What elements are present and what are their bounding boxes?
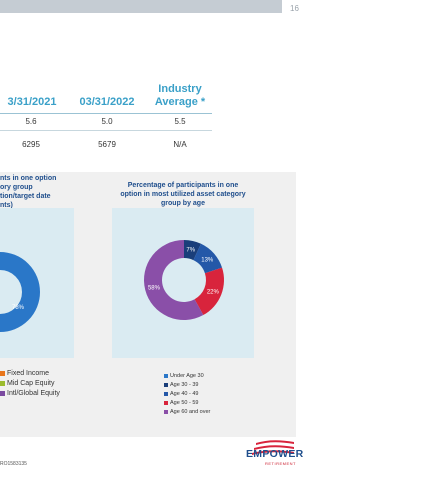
table-cell: 6295: [22, 140, 40, 149]
empower-logo-icon: [252, 440, 294, 455]
logo-wordmark: EMPOWER: [246, 448, 304, 460]
table-cell: 5679: [98, 140, 116, 149]
legend-swatch: [164, 400, 168, 405]
donut-slice: [193, 243, 223, 274]
donut-slice-label: 13%: [201, 257, 214, 263]
table-header-divider: [0, 113, 212, 114]
page-number: 16: [290, 4, 299, 13]
left-donut: [0, 252, 40, 332]
legend-swatch: [0, 380, 5, 386]
right-legend-item: Age 50 - 59: [164, 400, 198, 406]
left-donut-label: 78%: [12, 305, 25, 311]
col-header-2022: 03/31/2022: [79, 96, 135, 108]
right-legend-item: Under Age 30: [164, 373, 204, 379]
age-donut-chart: 7% 13% 22% 58%: [144, 240, 224, 320]
right-legend-item: Age 30 - 39: [164, 382, 198, 388]
donut-slice-label: 22%: [207, 289, 220, 295]
right-chart-title: Percentage of participants in one option…: [120, 182, 246, 207]
legend-swatch: [164, 409, 168, 414]
donut-slice-label: 58%: [148, 286, 161, 292]
header-bar: [0, 0, 282, 13]
right-chart-area: [112, 208, 254, 358]
col-header-industry-average: Industry Average *: [154, 83, 206, 108]
right-legend-item: Age 60 and over: [164, 409, 210, 415]
legend-swatch: [0, 390, 5, 396]
legend-swatch: [0, 370, 5, 376]
right-legend-item: Age 40 - 49: [164, 391, 198, 397]
left-legend-item: Mid Cap Equity: [0, 380, 54, 387]
table-row-divider: [0, 130, 212, 131]
left-legend-item: Intl/Global Equity: [0, 390, 60, 397]
donut-slice: [184, 240, 202, 261]
left-chart-title: nts in one option ory group tion/target …: [0, 175, 57, 209]
logo-subtitle: RETIREMENT: [265, 461, 296, 466]
table-cell: 5.0: [101, 117, 113, 126]
left-donut-ring: [0, 252, 40, 332]
donut-slice: [144, 240, 204, 320]
legend-swatch: [164, 382, 168, 387]
col-header-2021: 3/31/2021: [7, 96, 57, 108]
legend-swatch: [164, 373, 168, 378]
footer-code: RO1583135: [0, 461, 27, 467]
legend-swatch: [164, 391, 168, 396]
table-cell: 5.6: [25, 117, 37, 126]
left-legend-item: Fixed Income: [0, 370, 49, 377]
donut-slice-label: 7%: [186, 248, 195, 254]
table-cell: N/A: [173, 140, 187, 149]
table-cell: 5.5: [174, 117, 186, 126]
donut-slice: [194, 267, 224, 316]
